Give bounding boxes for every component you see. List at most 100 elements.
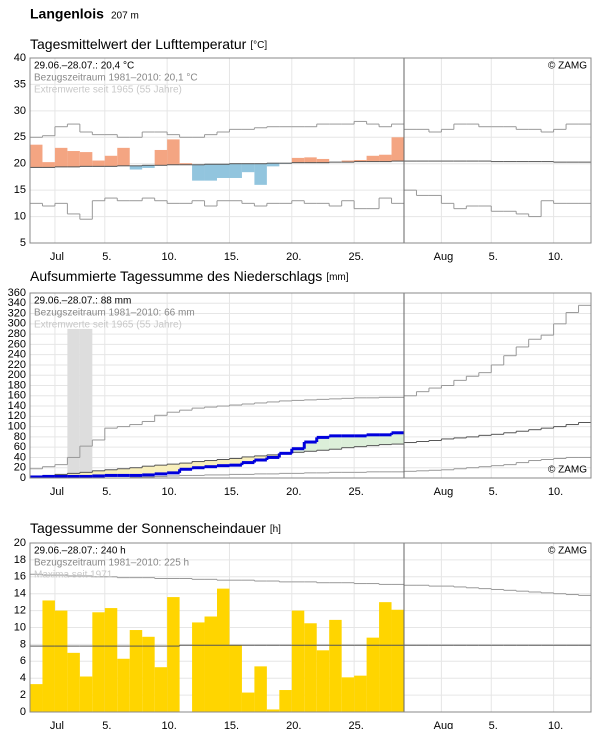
annotation: Bezugszeitraum 1981–2010: 66 mm	[34, 308, 195, 319]
bar	[54, 610, 68, 712]
bar	[241, 692, 255, 712]
y-tick-label: 300	[8, 318, 26, 330]
bar	[142, 636, 155, 712]
chart-title: Aufsummierte Tagessumme des Niederschlag…	[30, 268, 349, 284]
title-unit: [°C]	[250, 40, 267, 51]
y-tick-label: 20	[14, 158, 26, 170]
y-tick-label: 80	[14, 431, 26, 443]
bar	[341, 677, 355, 712]
anomaly-below	[179, 463, 193, 470]
y-tick-label: 340	[8, 297, 26, 309]
anomaly-above	[30, 144, 43, 168]
x-tick-label: Jul	[50, 251, 64, 263]
anomaly-above	[379, 154, 392, 162]
anomaly-above	[304, 442, 317, 452]
anomaly-above	[291, 448, 305, 453]
anomaly-above	[304, 157, 317, 163]
shade-bar	[67, 328, 80, 478]
x-tick-label: Jul	[50, 486, 64, 498]
anomaly-below	[204, 460, 217, 467]
title-text: Tagessumme der Sonnenscheindauer	[30, 520, 266, 536]
y-tick-label: 30	[14, 105, 26, 117]
anomaly-below	[92, 470, 105, 476]
y-tick-label: 2	[20, 689, 26, 701]
y-tick-label: 0	[20, 706, 26, 718]
y-tick-label: 120	[8, 410, 26, 422]
bar	[329, 619, 342, 712]
bar	[154, 667, 168, 712]
x-tick-label: 5.	[489, 486, 498, 498]
bar	[379, 602, 392, 712]
anomaly-above	[391, 137, 404, 162]
y-tick-label: 100	[8, 421, 26, 433]
title-text: Aufsummierte Tagessumme des Niederschlag…	[30, 268, 322, 284]
anomaly-above	[104, 155, 118, 167]
x-tick-label: 5.	[489, 720, 498, 729]
bar	[30, 684, 43, 712]
anomaly-below	[167, 464, 180, 473]
annotation: 29.06.–28.07.: 240 h	[34, 546, 126, 557]
x-tick-label: Jul	[50, 720, 64, 729]
anomaly-below	[117, 468, 130, 476]
annotation: 29.06.–28.07.: 88 mm	[34, 296, 131, 307]
x-tick-label: 25.	[348, 486, 363, 498]
anomaly-above	[67, 151, 80, 167]
anomaly-above	[341, 160, 355, 163]
y-tick-label: 240	[8, 349, 26, 361]
anomaly-above	[154, 149, 168, 166]
station-name: Langenlois	[30, 6, 104, 22]
x-tick-label: 10.	[161, 486, 176, 498]
anomaly-below	[79, 472, 93, 477]
chart-title: Tagessumme der Sonnenscheindauer [h]	[30, 520, 281, 536]
anomaly-below	[142, 165, 155, 168]
x-tick-label: Aug	[434, 720, 454, 729]
credit: © ZAMG	[548, 465, 587, 476]
anomaly-above	[354, 160, 367, 162]
bar	[266, 709, 280, 712]
x-tick-label: 20.	[286, 720, 301, 729]
x-tick-label: 15.	[224, 486, 239, 498]
y-tick-label: 320	[8, 307, 26, 319]
anomaly-below	[204, 164, 217, 181]
anomaly-below	[67, 473, 80, 477]
bar	[366, 637, 380, 712]
bar	[229, 645, 242, 712]
station-altitude: 207 m	[111, 11, 139, 22]
title-unit: [mm]	[326, 272, 348, 283]
x-tick-label: 5.	[102, 486, 111, 498]
y-tick-label: 200	[8, 369, 26, 381]
anomaly-above	[79, 152, 93, 167]
anomaly-below	[192, 164, 205, 181]
title-unit: [h]	[270, 524, 281, 535]
anomaly-below	[217, 164, 230, 178]
x-tick-label: 15.	[224, 251, 239, 263]
y-tick-label: 15	[14, 184, 26, 196]
y-tick-label: 40	[14, 451, 26, 463]
y-tick-label: 180	[8, 379, 26, 391]
y-tick-label: 0	[20, 472, 26, 484]
bar	[104, 608, 118, 712]
bar	[92, 612, 105, 712]
bar	[254, 666, 267, 712]
annotation: 29.06.–28.07.: 20,4 °C	[34, 61, 134, 72]
bar	[279, 690, 292, 712]
bar	[117, 658, 130, 712]
x-tick-label: 10.	[548, 486, 563, 498]
anomaly-above	[291, 157, 305, 163]
anomaly-above	[366, 155, 380, 162]
annotation: Bezugszeitraum 1981–2010: 225 h	[34, 558, 189, 569]
x-tick-label: Aug	[434, 486, 454, 498]
bar	[167, 597, 180, 712]
y-tick-label: 10	[14, 210, 26, 222]
bar	[217, 588, 230, 712]
anomaly-below	[129, 467, 143, 476]
bar	[316, 650, 330, 712]
anomaly-below	[254, 163, 267, 185]
y-tick-label: 4	[20, 672, 26, 684]
x-tick-label: 15.	[224, 720, 239, 729]
x-tick-label: 5.	[102, 720, 111, 729]
anomaly-below	[192, 461, 205, 468]
bar	[204, 616, 217, 712]
bar	[67, 652, 80, 712]
anomaly-below	[229, 163, 242, 178]
